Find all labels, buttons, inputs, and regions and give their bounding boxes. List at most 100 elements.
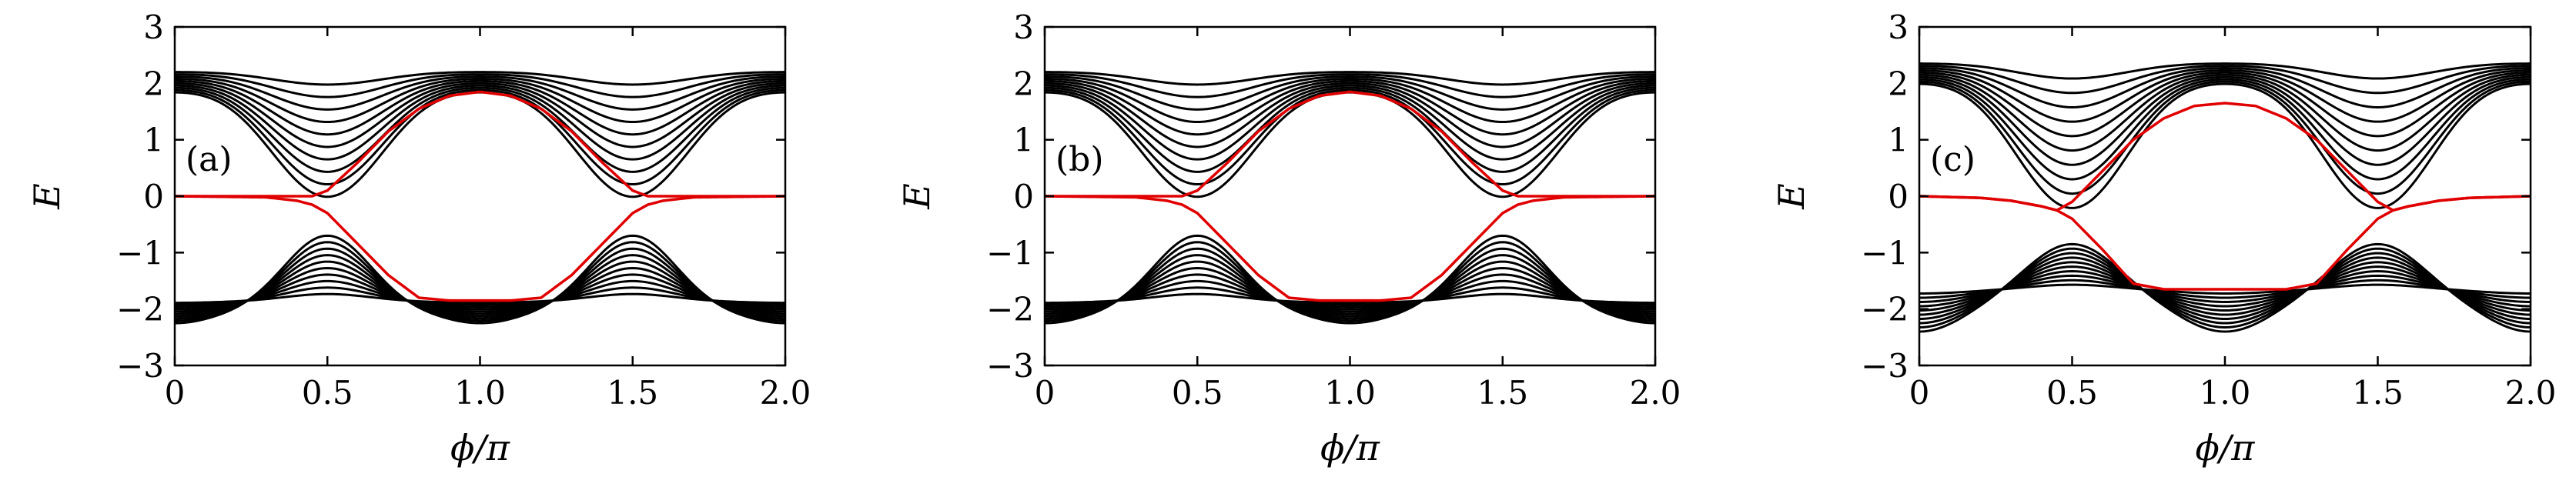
upper-band-line [1045,75,1655,111]
y-tick-label: 2 [1013,65,1034,102]
y-tick-label: −2 [1861,291,1909,329]
upper-band-line [1045,79,1655,136]
upper-band-line [1919,62,2531,80]
lower-band-line [1919,270,2531,308]
curves-group [1045,71,1655,325]
upper-band-line [1919,75,2531,166]
x-axis-title: ϕ/π [450,427,510,469]
lower-band-line [1045,279,1655,309]
upper-band-line [1919,82,2531,209]
x-tick-label: 1.0 [2200,374,2251,412]
lower-band-line [1919,247,2531,329]
upper-band-line [1045,73,1655,98]
lower-band-line [1919,279,2531,299]
upper-band-line [1919,78,2531,181]
upper-band-line [1919,73,2531,152]
lower-band-line [1045,247,1655,320]
x-tick-label: 0 [1909,374,1930,412]
x-tick-label: 0.5 [1172,374,1223,412]
y-tick-label: −2 [116,291,164,329]
x-tick-label: 1.5 [2352,374,2404,412]
upper-band-line [1919,80,2531,195]
lower-band-line [175,247,785,320]
curves-group [1919,62,2531,333]
lower-band-line [1919,261,2531,316]
lower-band-line [175,254,785,318]
upper-band-line [175,84,785,161]
upper-band-line [1045,71,1655,86]
y-tick-label: −3 [1861,347,1909,385]
lower-band-line [1919,283,2531,295]
upper-band-line [175,79,785,136]
x-axis-title: ϕ/π [2195,427,2255,469]
lower-band-line [175,241,785,322]
y-tick-label: −1 [986,234,1034,272]
y-tick-label: −3 [986,347,1034,385]
y-tick-label: 0 [1013,178,1034,215]
y-tick-label: −2 [986,291,1034,329]
y-tick-label: −3 [116,347,164,385]
x-tick-label: 0 [1035,374,1055,412]
upper-band-line [175,86,785,173]
y-tick-label: 1 [1888,122,1909,159]
y-axis-title: E [896,183,938,210]
lower-band-line [175,292,785,305]
chart-panel: 0 0.5 1.0 1.5 2.0 3 2 1 0 −1 −2 −3 ϕ/π E (c) [1771,8,2556,469]
x-tick-label: 0.5 [2046,374,2098,412]
lower-band-line [1919,256,2531,321]
x-axis-title: ϕ/π [1320,427,1380,469]
lower-band-line [1045,260,1655,315]
edge-state-line-lower [1919,195,2531,291]
panel-label: (a) [186,140,233,179]
upper-band-line [1045,84,1655,161]
y-tick-label: −1 [1861,234,1909,272]
lower-band-line [1045,273,1655,311]
lower-band-line [175,286,785,307]
y-tick-label: 2 [143,65,164,102]
lower-band-line [1045,234,1655,325]
lower-band-line [1045,286,1655,307]
upper-band-line [175,82,785,148]
lower-band-line [1045,241,1655,322]
y-tick-label: 0 [1888,178,1909,215]
y-tick-label: 1 [143,122,164,159]
upper-band-line [175,77,785,124]
curves-group [175,71,785,325]
lower-band-line [1045,266,1655,313]
y-tick-label: 0 [143,178,164,215]
lower-band-line [1919,252,2531,325]
y-tick-label: −1 [116,234,164,272]
upper-band-line [1045,77,1655,124]
lower-band-line [1045,254,1655,318]
y-axis-title: E [26,183,68,210]
lower-band-line [1919,242,2531,333]
upper-band-line [1045,88,1655,186]
upper-band-line [1919,68,2531,123]
y-tick-label: 1 [1013,122,1034,159]
chart-panel: 0 0.5 1.0 1.5 2.0 3 2 1 0 −1 −2 −3 ϕ/π E (b) [896,8,1681,469]
x-tick-label: 0 [165,374,186,412]
upper-band-line [1919,65,2531,95]
panel-label: (c) [1930,140,1975,179]
lower-band-line [1045,292,1655,305]
upper-band-line [1045,82,1655,148]
upper-band-line [1045,86,1655,173]
upper-band-line [1919,71,2531,138]
lower-band-line [175,260,785,315]
upper-band-line [175,71,785,86]
edge-state-line-upper [175,90,785,198]
x-tick-label: 1.0 [454,374,506,412]
y-tick-label: 3 [143,8,164,46]
edge-state-line-upper [1045,90,1655,198]
upper-band-line [175,75,785,111]
y-tick-label: 3 [1013,8,1034,46]
upper-band-line [1919,67,2531,108]
edge-state-line-lower [175,195,785,302]
y-axis-title: E [1771,183,1812,210]
y-tick-label: 3 [1888,8,1909,46]
panel-label: (b) [1055,140,1104,179]
lower-band-line [175,266,785,313]
x-tick-label: 1.5 [607,374,658,412]
lower-band-line [1919,274,2531,304]
